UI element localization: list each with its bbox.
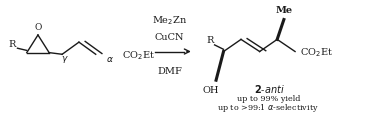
- Text: CO$_2$Et: CO$_2$Et: [122, 48, 155, 61]
- Text: Me$_2$Zn: Me$_2$Zn: [152, 14, 187, 27]
- Text: $\mathbf{2}$-$\it{anti}$: $\mathbf{2}$-$\it{anti}$: [254, 83, 284, 95]
- Text: CuCN: CuCN: [155, 33, 184, 42]
- Text: R: R: [206, 36, 214, 44]
- Text: OH: OH: [203, 85, 220, 94]
- Text: $\gamma$: $\gamma$: [61, 54, 69, 65]
- Text: DMF: DMF: [157, 66, 182, 75]
- Text: O: O: [34, 22, 42, 31]
- Text: CO$_2$Et: CO$_2$Et: [300, 46, 333, 58]
- Text: up to >99:1 $\alpha$-selectivity: up to >99:1 $\alpha$-selectivity: [217, 101, 319, 113]
- Text: Me: Me: [275, 6, 292, 15]
- Text: up to 99% yield: up to 99% yield: [236, 94, 300, 102]
- Text: R: R: [8, 40, 16, 49]
- Text: $\alpha$: $\alpha$: [106, 55, 114, 64]
